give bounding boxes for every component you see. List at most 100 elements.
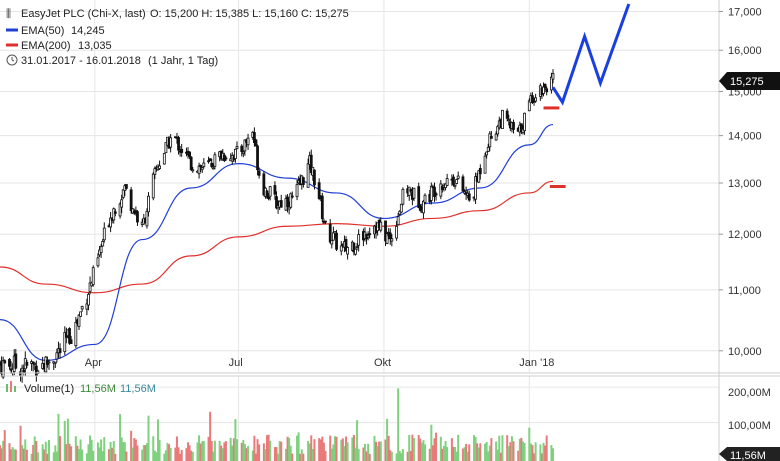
candle-body [352, 242, 356, 253]
volume-bar [79, 439, 82, 461]
candle-body [335, 232, 338, 250]
volume-bar [262, 443, 265, 461]
volume-bar [101, 451, 104, 461]
volume-bar [212, 451, 215, 461]
volume-bar [463, 447, 466, 461]
volume-bar [518, 438, 521, 461]
candle-body [543, 83, 547, 89]
candle-body [188, 151, 192, 157]
volume-bar [390, 451, 393, 461]
candle-body [96, 257, 100, 267]
last-price-tag: 15,275 [719, 72, 780, 90]
volume-bar [24, 439, 27, 461]
volume-bar [179, 453, 182, 461]
candle-body [366, 235, 370, 238]
volume-bar [266, 435, 269, 461]
candle-body [63, 332, 67, 353]
volume-bar [542, 442, 545, 461]
volume-bar [379, 441, 382, 461]
volume-bar [461, 448, 464, 461]
volume-bar [507, 446, 510, 461]
volume-bar [521, 441, 524, 461]
candle-body [153, 168, 157, 175]
candle-body [512, 121, 515, 130]
volume-bar [278, 441, 281, 461]
candle-body [324, 220, 327, 223]
candle-body [309, 154, 313, 174]
candle-body [224, 157, 228, 160]
volume-bar [10, 449, 13, 461]
volume-bar [202, 441, 205, 461]
volume-bar [506, 435, 509, 461]
volume-bar [209, 411, 212, 461]
volume-bar [406, 451, 409, 461]
volume-bar [510, 436, 513, 461]
volume-bar [264, 448, 267, 461]
volume-bar [103, 437, 106, 461]
volume-bar [169, 448, 172, 461]
volume-bar [0, 445, 1, 461]
candle-body [330, 240, 334, 245]
ema50-legend-label: EMA(50) [21, 25, 64, 37]
volume-bar [311, 449, 314, 461]
ema200-legend-label: EMA(200) [21, 40, 71, 52]
candle-body [478, 167, 482, 175]
annotations [543, 3, 631, 188]
volume-bar [240, 442, 243, 461]
candle-body [129, 189, 133, 211]
candle-body [368, 233, 372, 236]
candle-body [534, 97, 538, 102]
candle-body [1, 360, 5, 378]
volume-bar [433, 438, 436, 461]
volume-bar [155, 452, 158, 461]
volume-bar [177, 447, 180, 461]
volume-bar [2, 440, 5, 461]
volume-bar [144, 445, 147, 461]
candle-body [53, 361, 57, 364]
candle-body [384, 220, 387, 242]
candle-body [69, 339, 73, 345]
volume-bar [484, 443, 487, 461]
volume-bar [218, 440, 221, 461]
candle-body [88, 282, 92, 293]
volume-bar [322, 442, 325, 461]
volume-bar [66, 418, 69, 461]
candle-body [91, 267, 95, 285]
volume-bar [499, 452, 502, 461]
volume-bar [198, 435, 201, 461]
candle-body [496, 126, 500, 135]
candle-body [474, 176, 477, 200]
volume-bar [234, 419, 237, 461]
volume-bar [477, 447, 480, 461]
volume-bar [96, 442, 99, 461]
volume-bar [474, 436, 477, 461]
volume-bar [98, 447, 101, 461]
candle-body [25, 361, 29, 366]
volume-bar [68, 443, 71, 461]
volume-bar [552, 448, 554, 461]
candle-body [177, 137, 180, 151]
volume-bar [0, 448, 3, 461]
volume-bar [229, 437, 232, 461]
volume-bar [442, 445, 445, 461]
volume-bar [454, 446, 457, 461]
volume-bar [509, 442, 512, 461]
candle-body [197, 165, 201, 175]
candle-body [265, 190, 269, 198]
candle-body [422, 200, 425, 214]
y-tick-label: 13,000 [728, 178, 762, 190]
candle-body [47, 361, 51, 364]
volume-bar [420, 442, 423, 461]
volume-tick-200: 200,00M [728, 387, 771, 399]
candle-body [200, 167, 204, 170]
volume-bar [65, 444, 68, 461]
volume-bar [495, 441, 498, 461]
volume-bar [158, 439, 161, 461]
candle-body [267, 196, 271, 200]
volume-bar [375, 441, 378, 461]
volume-bar [142, 445, 145, 461]
candle-body [207, 160, 210, 163]
volume-bar [384, 439, 387, 461]
volume-bar [251, 450, 254, 461]
candle-body [202, 162, 206, 167]
